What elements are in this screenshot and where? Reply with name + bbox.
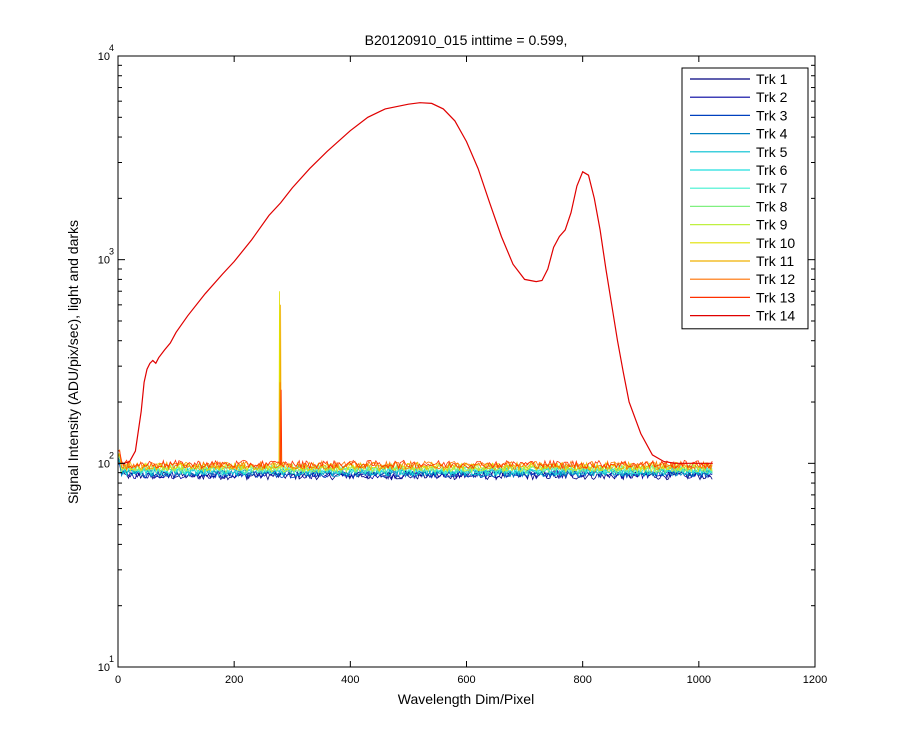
y-tick-label: 10: [98, 255, 110, 267]
legend-label: Trk 6: [756, 162, 788, 178]
legend-label: Trk 3: [756, 107, 788, 123]
y-tick-label: 10: [98, 458, 110, 470]
x-tick-label: 0: [115, 674, 121, 686]
y-tick-label: 10: [98, 51, 110, 63]
legend: Trk 1 Trk 2 Trk 3 Trk 4 Trk 5 Trk 6 Trk 7 Trk 8…: [681, 67, 809, 330]
x-tick-label: 800: [573, 674, 591, 686]
series-line-12: [117, 382, 713, 471]
series-line-13: [117, 389, 713, 470]
y-tick-exponent: 3: [109, 247, 114, 257]
legend-label: Trk 9: [756, 217, 788, 233]
legend-label: Trk 12: [756, 271, 795, 287]
legend-label: Trk 11: [756, 253, 794, 269]
y-tick-label: 10: [98, 662, 110, 674]
legend-label: Trk 2: [756, 89, 788, 105]
legend-label: Trk 13: [756, 289, 795, 305]
chart-title: B20120910_015 inttime = 0.599,: [365, 32, 568, 48]
legend-label: Trk 14: [756, 308, 795, 324]
y-tick-exponent: 2: [109, 450, 114, 460]
legend-label: Trk 5: [756, 144, 788, 160]
y-axis-title: Signal Intensity (ADU/pix/sec), light an…: [65, 220, 81, 504]
series-line-11: [117, 304, 713, 472]
legend-label: Trk 1: [756, 71, 788, 87]
x-tick-label: 1200: [803, 674, 827, 686]
x-tick-label: 600: [457, 674, 475, 686]
series-line-5: [117, 459, 713, 478]
x-tick-label: 1000: [687, 674, 711, 686]
legend-label: Trk 10: [756, 235, 795, 251]
series-line-14: [118, 102, 713, 464]
y-tick-exponent: 1: [109, 654, 114, 664]
legend-label: Trk 8: [756, 198, 788, 214]
legend-label: Trk 7: [756, 180, 788, 196]
data-layer: [117, 102, 713, 481]
x-tick-label: 200: [225, 674, 243, 686]
y-tick-exponent: 4: [109, 43, 114, 53]
x-tick-label: 400: [341, 674, 359, 686]
series-line-10: [117, 291, 713, 473]
legend-label: Trk 4: [756, 126, 788, 142]
legend-box: [681, 67, 809, 330]
x-axis-title: Wavelength Dim/Pixel: [398, 691, 534, 707]
